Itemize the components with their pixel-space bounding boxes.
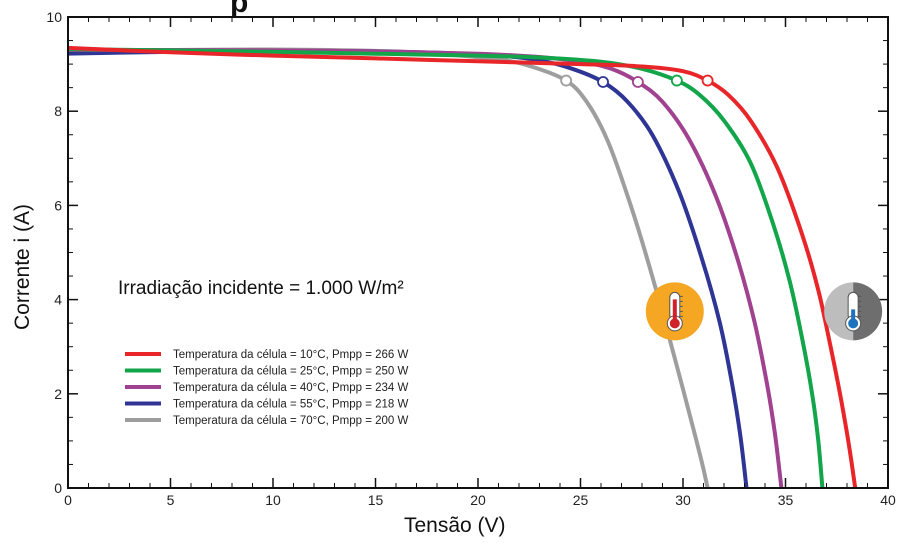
x-tick-label: 20 [470,492,486,508]
thermometer-icons [645,282,883,341]
legend-label-2: Temperatura da célula = 25°C, Pmpp = 250… [173,366,409,378]
x-tick-label: 15 [368,492,384,508]
y-axis-title: Corrente i (A) [11,204,34,330]
chart-title-fragment: p [230,0,248,19]
thermo-bulb [848,318,859,329]
plot-area [68,45,858,488]
x-axis-title: Tensão (V) [404,514,506,537]
axes: 0 5 10 15 20 25 30 35 40 0 2 4 6 8 10 [46,9,896,508]
x-tick-label: 5 [167,492,175,508]
x-tick-label: 40 [880,492,896,508]
thermo-bulb [669,318,680,329]
thermo-level [851,309,856,322]
x-tick-label: 25 [573,492,589,508]
mpp-marker-1 [701,74,714,87]
y-tick-label: 4 [54,292,62,308]
x-tick-label: 35 [778,492,794,508]
y-tick-label: 2 [54,386,62,402]
mpp-marker-3 [632,76,644,88]
x-tick-label: 0 [64,492,72,508]
x-tick-label: 10 [265,492,281,508]
y-tick-label: 10 [46,9,62,25]
legend-label-5: Temperatura da célula = 70°C, Pmpp = 200… [173,415,409,427]
thermo-level [672,299,677,322]
mpp-marker-2 [670,74,683,87]
legend-label-1: Temperatura da célula = 10°C, Pmpp = 266… [173,349,409,361]
x-tick-label: 30 [675,492,691,508]
y-tick-label: 6 [54,197,62,213]
legend: Temperatura da célula = 10°C, Pmpp = 266… [125,349,409,427]
mpp-marker-4 [597,76,609,88]
cold-thermometer-icon [824,282,883,341]
legend-label-4: Temperatura da célula = 55°C, Pmpp = 218… [173,399,409,411]
hot-thermometer-icon [645,282,704,341]
series-line-3 [68,47,784,488]
legend-label-3: Temperatura da célula = 40°C, Pmpp = 234… [173,382,409,394]
y-tick-label: 0 [54,480,62,496]
mpp-marker-5 [560,74,573,87]
y-tick-label: 8 [54,103,62,119]
irradiance-annotation: Irradiação incidente = 1.000 W/m² [118,278,404,299]
